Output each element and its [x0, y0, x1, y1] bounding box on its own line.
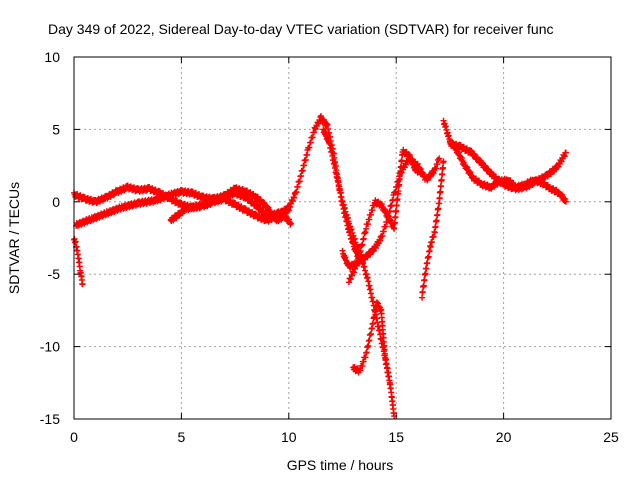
y-tick-label: 0: [52, 194, 60, 210]
chart-title: Day 349 of 2022, Sidereal Day-to-day VTE…: [48, 21, 554, 37]
series-track-h: [350, 299, 393, 386]
plot-area: [74, 57, 611, 419]
x-tick-label: 15: [388, 429, 404, 445]
y-tick-label: -15: [40, 411, 60, 427]
series-markers: [419, 158, 447, 301]
x-tick-label: 0: [70, 429, 78, 445]
series-track-k: [446, 139, 569, 194]
series-markers: [167, 184, 294, 228]
series-track-f: [339, 153, 443, 272]
y-tick-label: 5: [52, 121, 60, 137]
series-markers: [446, 139, 569, 194]
series-markers: [339, 153, 443, 272]
grid-lines: [74, 57, 611, 419]
y-tick-label: -5: [48, 266, 61, 282]
x-tick-label: 5: [178, 429, 186, 445]
x-tick-label: 20: [496, 429, 512, 445]
y-axis-label: SDTVAR / TECUs: [6, 182, 22, 294]
axis-ticks: 0 5 10 15 20 25 -15 -10 -5 0 5 10: [40, 49, 619, 445]
series-track-i: [419, 158, 447, 301]
x-tick-label: 25: [603, 429, 619, 445]
series-track-c: [167, 184, 294, 228]
y-tick-label: -10: [40, 339, 60, 355]
plot-border: [73, 56, 612, 420]
series-markers: [350, 299, 393, 386]
data-series: [71, 113, 569, 420]
y-tick-label: 10: [44, 49, 60, 65]
series-track-g: [345, 146, 425, 286]
series-markers: [345, 146, 425, 286]
x-axis-label: GPS time / hours: [287, 457, 394, 473]
x-tick-label: 10: [281, 429, 297, 445]
